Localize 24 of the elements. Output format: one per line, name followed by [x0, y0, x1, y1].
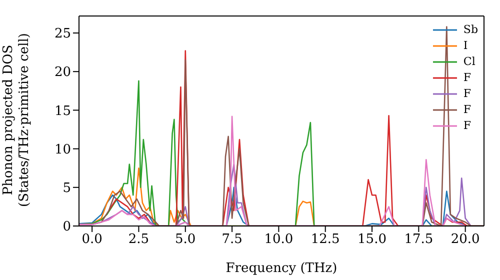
legend-label: F [463, 70, 472, 86]
y-tick-label: 5 [62, 181, 71, 196]
x-tick-label: 17.5 [404, 232, 434, 248]
x-axis-title: Frequency (THz) [226, 261, 338, 276]
y-tick-label: 15 [54, 104, 71, 119]
x-tick-label: 15.0 [358, 232, 386, 248]
legend-label: I [463, 38, 468, 54]
x-tick-label: 0.0 [82, 232, 102, 248]
legend-label: F [463, 118, 472, 134]
legend-label: F [463, 102, 472, 118]
y-tick-label: 20 [54, 65, 71, 80]
x-tick-label: 20.0 [450, 232, 480, 248]
x-tick-label: 2.5 [128, 232, 150, 248]
x-tick-label: 12.5 [310, 232, 340, 248]
x-tick-label: 5.0 [175, 232, 196, 248]
y-axis-title: Phonon projected DOS (States/THz·primitive cell) [1, 32, 32, 208]
legend-label: Cl [463, 54, 476, 70]
legend-label: Sb [463, 22, 478, 38]
x-tick-label: 7.5 [222, 232, 242, 248]
y-tick-label: 0 [62, 220, 71, 235]
x-tick-label: 10.0 [264, 232, 294, 248]
legend-label: F [463, 86, 472, 102]
y-tick-label: 10 [54, 142, 71, 158]
y-tick-label: 25 [54, 26, 71, 42]
